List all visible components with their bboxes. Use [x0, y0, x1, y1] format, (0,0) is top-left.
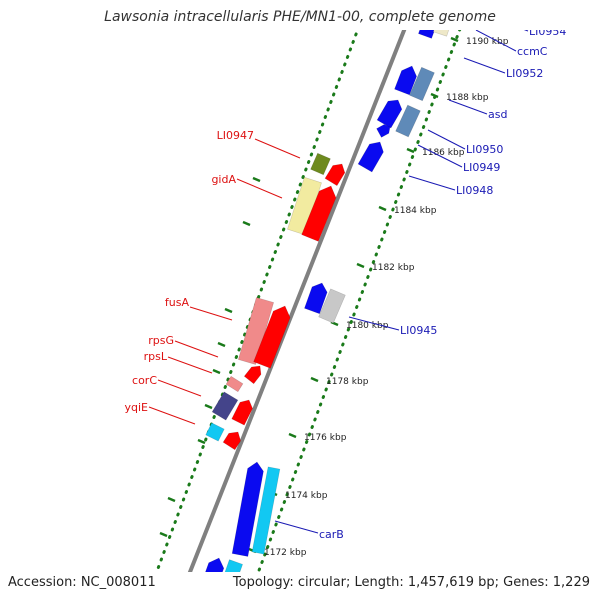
label-leader-line [174, 340, 219, 358]
scale-tick-label: 1190 kbp [466, 37, 509, 47]
gene-bottom-red-b [165, 588, 181, 600]
scale-tick-label: 1188 kbp [446, 93, 489, 103]
label-leader-line [254, 138, 301, 159]
label-leader-line [236, 178, 283, 199]
gene-carb [231, 461, 264, 557]
label-leader-line [408, 175, 456, 191]
gene-li0945-a [304, 282, 328, 315]
scale-tick-mark [378, 205, 387, 212]
gene-ccmc [432, 30, 450, 37]
scale-tick-label: 1186 kbp [422, 148, 465, 158]
track-tick-mark [242, 220, 251, 227]
gene-bottom-b [224, 559, 243, 572]
gene-bottom-a [205, 557, 225, 572]
scale-tick-label: 1172 kbp [264, 548, 307, 558]
gene-label: LI0945 [400, 324, 437, 337]
gene-gida [287, 176, 322, 236]
gene-features [165, 30, 450, 600]
left-dotted-track [155, 30, 360, 572]
label-leader-line [167, 356, 213, 374]
track-tick-mark [167, 496, 176, 503]
gene-label: carB [319, 528, 344, 541]
label-leader-line [463, 57, 506, 74]
label-leader-lines [148, 30, 529, 534]
gene-corc-arrow [231, 399, 253, 426]
gene-label: rpsL [144, 350, 168, 363]
label-leader-line [475, 30, 517, 52]
gene-li0948 [357, 141, 384, 173]
scale-tick-label: 1180 kbp [346, 321, 389, 331]
label-leader-line [417, 144, 463, 168]
label-leader-line [523, 30, 529, 32]
gene-li0954 [418, 30, 435, 39]
label-leader-line [274, 520, 319, 534]
gene-yqie [205, 422, 225, 442]
gene-label: rpsG [148, 334, 174, 347]
gene-li0950-a [376, 99, 403, 129]
gene-asd [409, 66, 435, 102]
scale-tick-label: 1176 kbp [304, 433, 347, 443]
gene-gida-arrow [301, 185, 337, 242]
gene-label: yqiE [125, 401, 149, 414]
right-dotted-track [256, 30, 462, 572]
gene-carb-companion [251, 466, 281, 555]
track-tick-mark [224, 307, 233, 314]
scale-tick-label: 1182 kbp [372, 263, 415, 273]
track-tick-mark [252, 176, 261, 183]
scale-tick-mark [430, 92, 439, 99]
gene-rpsl [243, 365, 262, 385]
scale-tick-mark [310, 376, 319, 383]
accession-text: Accession: NC_008011 [8, 575, 156, 590]
track-tick-mark [197, 438, 206, 445]
gene-li0945-b [318, 288, 346, 324]
gene-label: LI0948 [456, 184, 493, 197]
gene-li0947 [310, 152, 331, 176]
label-leader-line [189, 306, 233, 321]
gene-li0950-b [395, 104, 421, 138]
track-tick-mark [159, 531, 168, 538]
scale-tick-mark [288, 432, 297, 439]
genome-summary-text: Topology: circular; Length: 1,457,619 bp… [232, 575, 590, 590]
gene-fusa-arrow [253, 305, 291, 369]
gene-label: gidA [211, 173, 236, 186]
scale-tick-mark [450, 36, 459, 43]
label-leader-line [148, 406, 196, 425]
gene-label: LI0954 [529, 25, 566, 38]
label-leader-line [427, 129, 466, 150]
map-title: Lawsonia intracellularis PHE/MN1-00, com… [104, 9, 496, 25]
backbone-line [187, 30, 407, 572]
gene-li0947-partner [324, 163, 346, 187]
gene-label: LI0949 [463, 161, 500, 174]
track-tick-mark [217, 341, 226, 348]
scale-tick-label: 1184 kbp [394, 206, 437, 216]
gene-label: LI0952 [506, 67, 543, 80]
gene-corc [211, 391, 239, 421]
label-leader-line [448, 99, 488, 115]
gene-label: fusA [165, 296, 190, 309]
gene-li0949 [376, 124, 391, 138]
scale-tick-label: 1174 kbp [285, 491, 328, 501]
track-tick-mark [212, 368, 221, 375]
scale-ticks: 1190 kbp 1188 kbp 1186 kbp 1184 kbp 1182 kbp… [159, 36, 509, 558]
scale-tick-label: 1178 kbp [326, 377, 369, 387]
gene-label: LI0950 [466, 143, 503, 156]
gene-yqie-arrow [222, 431, 241, 451]
label-leader-line [348, 316, 400, 331]
gene-fusa [237, 297, 275, 365]
gene-label: asd [488, 108, 507, 121]
track-tick-mark [204, 403, 213, 410]
gene-label: LI0947 [217, 129, 254, 142]
dotted-guide-lines [155, 30, 462, 572]
gene-li0952 [394, 65, 417, 96]
gene-labels: LI0954 ccmC LI0952 asd LI0950 LI0949 LI0948 LI0… [125, 25, 567, 541]
gene-label: corC [132, 374, 157, 387]
scale-tick-mark [406, 147, 415, 154]
label-leader-line [157, 379, 202, 397]
scale-tick-mark [356, 262, 365, 269]
gene-label: ccmC [517, 45, 548, 58]
genome-backbone [187, 30, 407, 572]
gene-rpsg [225, 375, 244, 393]
